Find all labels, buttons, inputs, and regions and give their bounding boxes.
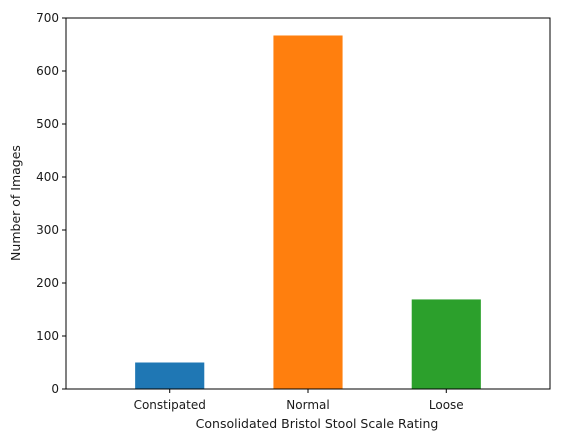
bar-constipated [135,362,205,389]
y-axis-label: Number of Images [8,145,23,261]
x-axis-label: Consolidated Bristol Stool Scale Rating [196,416,439,431]
plot-frame [65,17,551,390]
bar-loose [411,299,481,389]
x-tick-label-loose: Loose [429,398,464,412]
y-tick-label: 200 [36,276,59,290]
y-tick-label: 700 [36,11,59,25]
y-tick-label: 300 [36,223,59,237]
y-tick-label: 500 [36,117,59,131]
x-tick-label-constipated: Constipated [134,398,206,412]
y-tick-label: 100 [36,329,59,343]
y-tick-label: 600 [36,64,59,78]
x-tick-label-normal: Normal [286,398,329,412]
x-axis-ticks: Constipated Normal Loose [134,389,464,412]
bar-normal [273,35,343,390]
bars-group [135,35,481,390]
y-axis-ticks: 0 100 200 300 400 500 600 700 [36,11,66,396]
y-tick-label: 0 [51,382,59,396]
y-tick-label: 400 [36,170,59,184]
